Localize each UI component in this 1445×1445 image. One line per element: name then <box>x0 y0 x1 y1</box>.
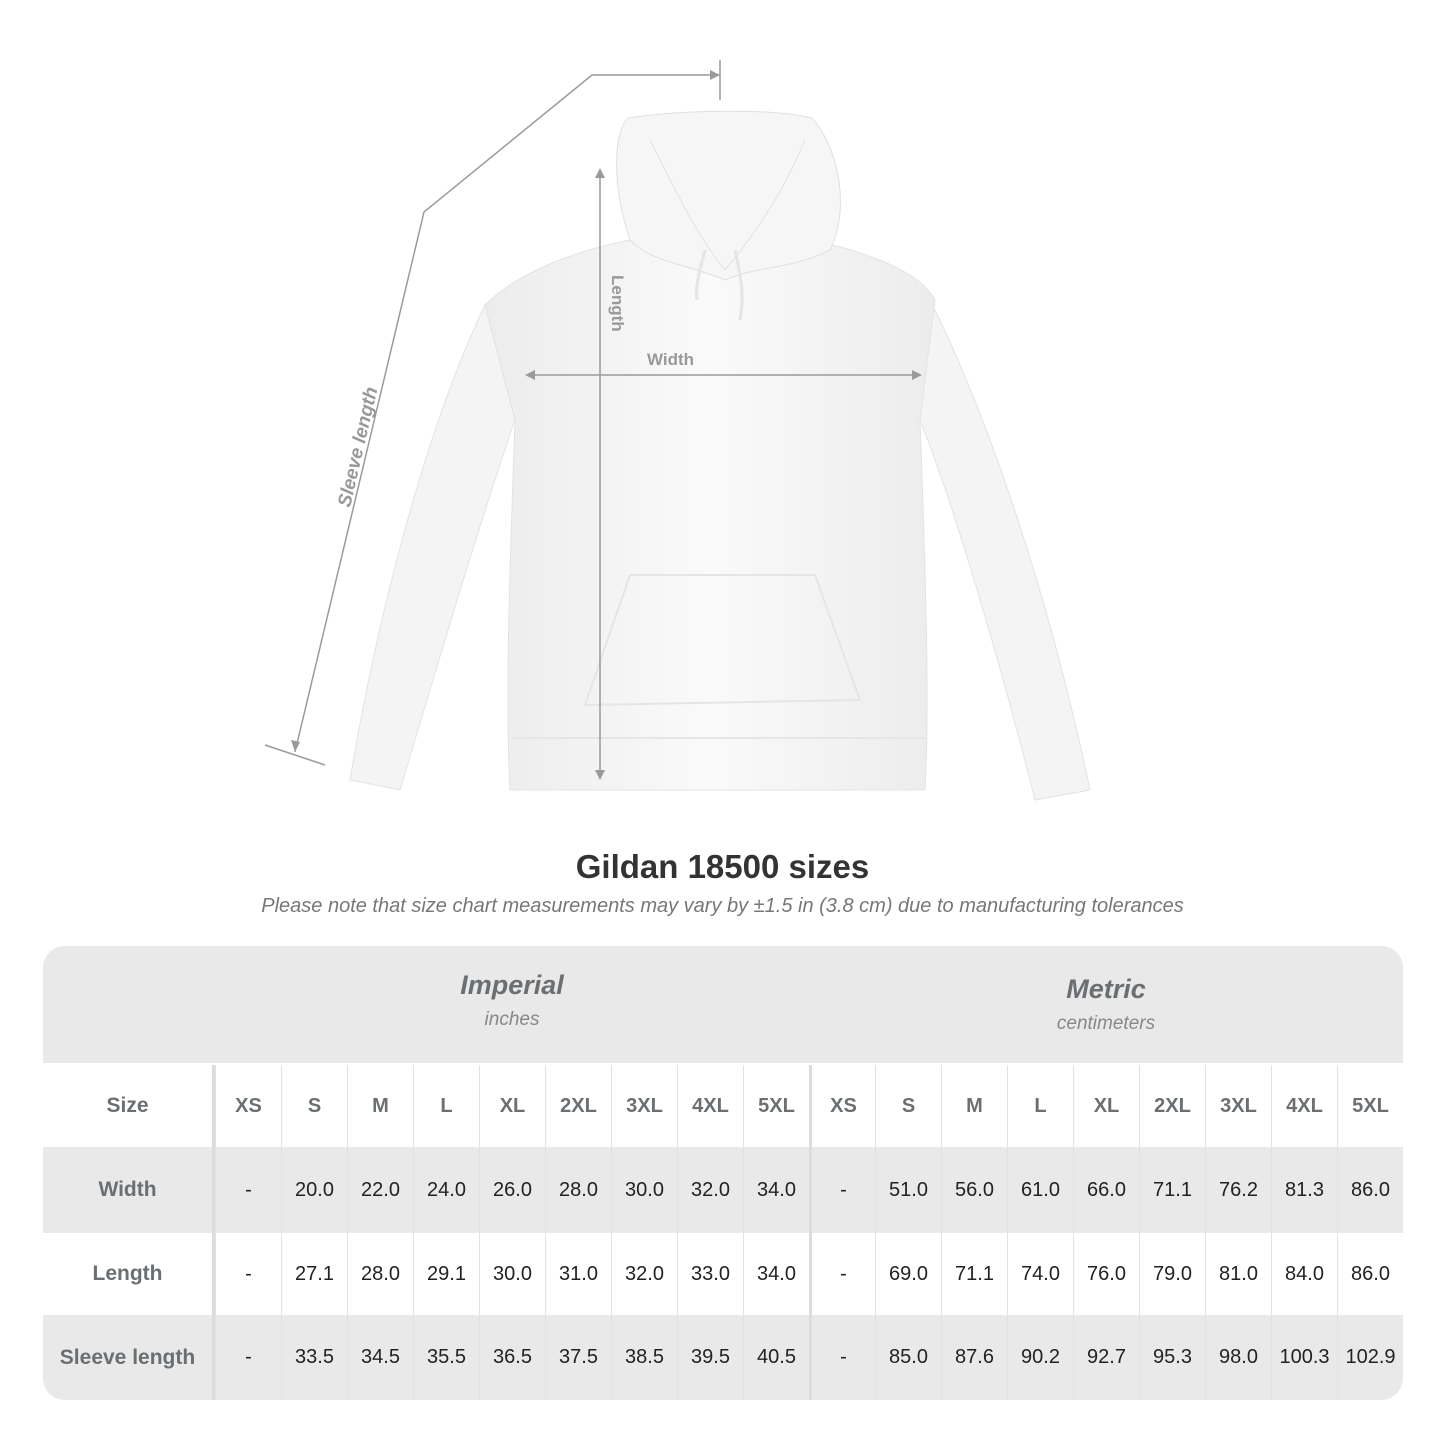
row-label: Sleeve length <box>43 1315 215 1400</box>
size-imperial-header: L <box>413 1065 479 1147</box>
metric-value-cell: 71.1 <box>941 1233 1007 1315</box>
imperial-value-cell: 33.5 <box>281 1315 347 1400</box>
imperial-value-cell: 32.0 <box>611 1233 677 1315</box>
length-label: Length <box>608 275 627 332</box>
metric-value-cell: 95.3 <box>1139 1315 1205 1400</box>
metric-title: Metric <box>1066 974 1146 1004</box>
imperial-value-cell: 20.0 <box>281 1147 347 1233</box>
imperial-value-cell: 40.5 <box>743 1315 809 1400</box>
imperial-value-cell: 32.0 <box>677 1147 743 1233</box>
imperial-unit: inches <box>484 1009 540 1030</box>
imperial-value-cell: 39.5 <box>677 1315 743 1400</box>
size-metric-header: 3XL <box>1205 1065 1271 1147</box>
size-imperial-header: 4XL <box>677 1065 743 1147</box>
metric-header: Metric centimeters <box>809 946 1403 1063</box>
imperial-value-cell: 29.1 <box>413 1233 479 1315</box>
metric-value-cell: - <box>809 1233 875 1315</box>
metric-value-cell: 61.0 <box>1007 1147 1073 1233</box>
hoodie-diagram: Sleeve length Length Width <box>264 60 1091 801</box>
metric-value-cell: 92.7 <box>1073 1315 1139 1400</box>
metric-unit: centimeters <box>1056 1013 1156 1034</box>
size-metric-header: S <box>875 1065 941 1147</box>
size-imperial-header: 2XL <box>545 1065 611 1147</box>
metric-value-cell: 90.2 <box>1007 1315 1073 1400</box>
size-metric-header: L <box>1007 1065 1073 1147</box>
imperial-value-cell: 33.0 <box>677 1233 743 1315</box>
table-row: Length -27.1 28.0 29.1 30.0 31.0 32.0 33.0 34.0-… <box>43 1233 1403 1315</box>
imperial-value-cell: 27.1 <box>281 1233 347 1315</box>
table-row: Sleeve length -33.5 34.5 35.5 36.5 37.5 38.5 39… <box>43 1315 1403 1400</box>
metric-value-cell: 71.1 <box>1139 1147 1205 1233</box>
imperial-value-cell: 28.0 <box>347 1233 413 1315</box>
metric-value-cell: 87.6 <box>941 1315 1007 1400</box>
imperial-value-cell: 34.0 <box>743 1233 809 1315</box>
metric-value-cell: 66.0 <box>1073 1147 1139 1233</box>
metric-value-cell: 69.0 <box>875 1233 941 1315</box>
metric-value-cell: 86.0 <box>1337 1233 1403 1315</box>
metric-value-cell: 86.0 <box>1337 1147 1403 1233</box>
imperial-value-cell: 30.0 <box>611 1147 677 1233</box>
imperial-value-cell: 37.5 <box>545 1315 611 1400</box>
imperial-value-cell: 34.5 <box>347 1315 413 1400</box>
size-imperial-header: 3XL <box>611 1065 677 1147</box>
imperial-header: Imperial inches <box>215 946 809 1063</box>
size-imperial-header: M <box>347 1065 413 1147</box>
metric-value-cell: 81.0 <box>1205 1233 1271 1315</box>
row-label: Length <box>43 1233 215 1315</box>
metric-value-cell: 84.0 <box>1271 1233 1337 1315</box>
imperial-value-cell: 36.5 <box>479 1315 545 1400</box>
imperial-value-cell: 34.0 <box>743 1147 809 1233</box>
metric-value-cell: 76.2 <box>1205 1147 1271 1233</box>
metric-value-cell: 81.3 <box>1271 1147 1337 1233</box>
size-metric-header: M <box>941 1065 1007 1147</box>
sleeve-length-label: Sleeve length <box>334 385 382 509</box>
size-imperial-header: S <box>281 1065 347 1147</box>
metric-value-cell: 76.0 <box>1073 1233 1139 1315</box>
width-label: Width <box>647 350 694 369</box>
imperial-value-cell: - <box>215 1147 281 1233</box>
row-label: Size <box>43 1065 215 1147</box>
row-label: Width <box>43 1147 215 1233</box>
size-metric-header: 2XL <box>1139 1065 1205 1147</box>
imperial-value-cell: 24.0 <box>413 1147 479 1233</box>
imperial-value-cell: 26.0 <box>479 1147 545 1233</box>
imperial-value-cell: 28.0 <box>545 1147 611 1233</box>
metric-value-cell: 79.0 <box>1139 1233 1205 1315</box>
imperial-value-cell: - <box>215 1315 281 1400</box>
metric-value-cell: 100.3 <box>1271 1315 1337 1400</box>
metric-value-cell: 56.0 <box>941 1147 1007 1233</box>
imperial-value-cell: - <box>215 1233 281 1315</box>
unit-header-band <box>43 946 1403 1063</box>
metric-value-cell: 74.0 <box>1007 1233 1073 1315</box>
metric-value-cell: 98.0 <box>1205 1315 1271 1400</box>
tolerance-note: Please note that size chart measurements… <box>261 895 1184 917</box>
imperial-value-cell: 35.5 <box>413 1315 479 1400</box>
hoodie-image <box>349 110 1091 801</box>
size-table: Imperial inches Metric centimeters Size X… <box>43 946 1403 1400</box>
size-imperial-header: 5XL <box>743 1065 809 1147</box>
size-metric-header: XS <box>809 1065 875 1147</box>
imperial-title: Imperial <box>460 970 564 1000</box>
size-metric-header: XL <box>1073 1065 1139 1147</box>
imperial-value-cell: 30.0 <box>479 1233 545 1315</box>
imperial-value-cell: 22.0 <box>347 1147 413 1233</box>
size-metric-header: 5XL <box>1337 1065 1403 1147</box>
metric-value-cell: - <box>809 1147 875 1233</box>
page-title: Gildan 18500 sizes <box>575 848 870 885</box>
sleeve-length-line <box>294 74 720 753</box>
metric-value-cell: - <box>809 1315 875 1400</box>
size-header-row: Size XS S M L XL 2XL 3XL 4XL 5XL XS S M L XL 2XL 3XL 4XL 5… <box>43 1065 1403 1147</box>
imperial-value-cell: 31.0 <box>545 1233 611 1315</box>
size-imperial-header: XL <box>479 1065 545 1147</box>
table-row: Width -20.0 22.0 24.0 26.0 28.0 30.0 32.0 34.0-5… <box>43 1147 1403 1233</box>
size-metric-header: 4XL <box>1271 1065 1337 1147</box>
imperial-value-cell: 38.5 <box>611 1315 677 1400</box>
metric-value-cell: 51.0 <box>875 1147 941 1233</box>
metric-value-cell: 102.9 <box>1337 1315 1403 1400</box>
size-imperial-header: XS <box>215 1065 281 1147</box>
metric-value-cell: 85.0 <box>875 1315 941 1400</box>
